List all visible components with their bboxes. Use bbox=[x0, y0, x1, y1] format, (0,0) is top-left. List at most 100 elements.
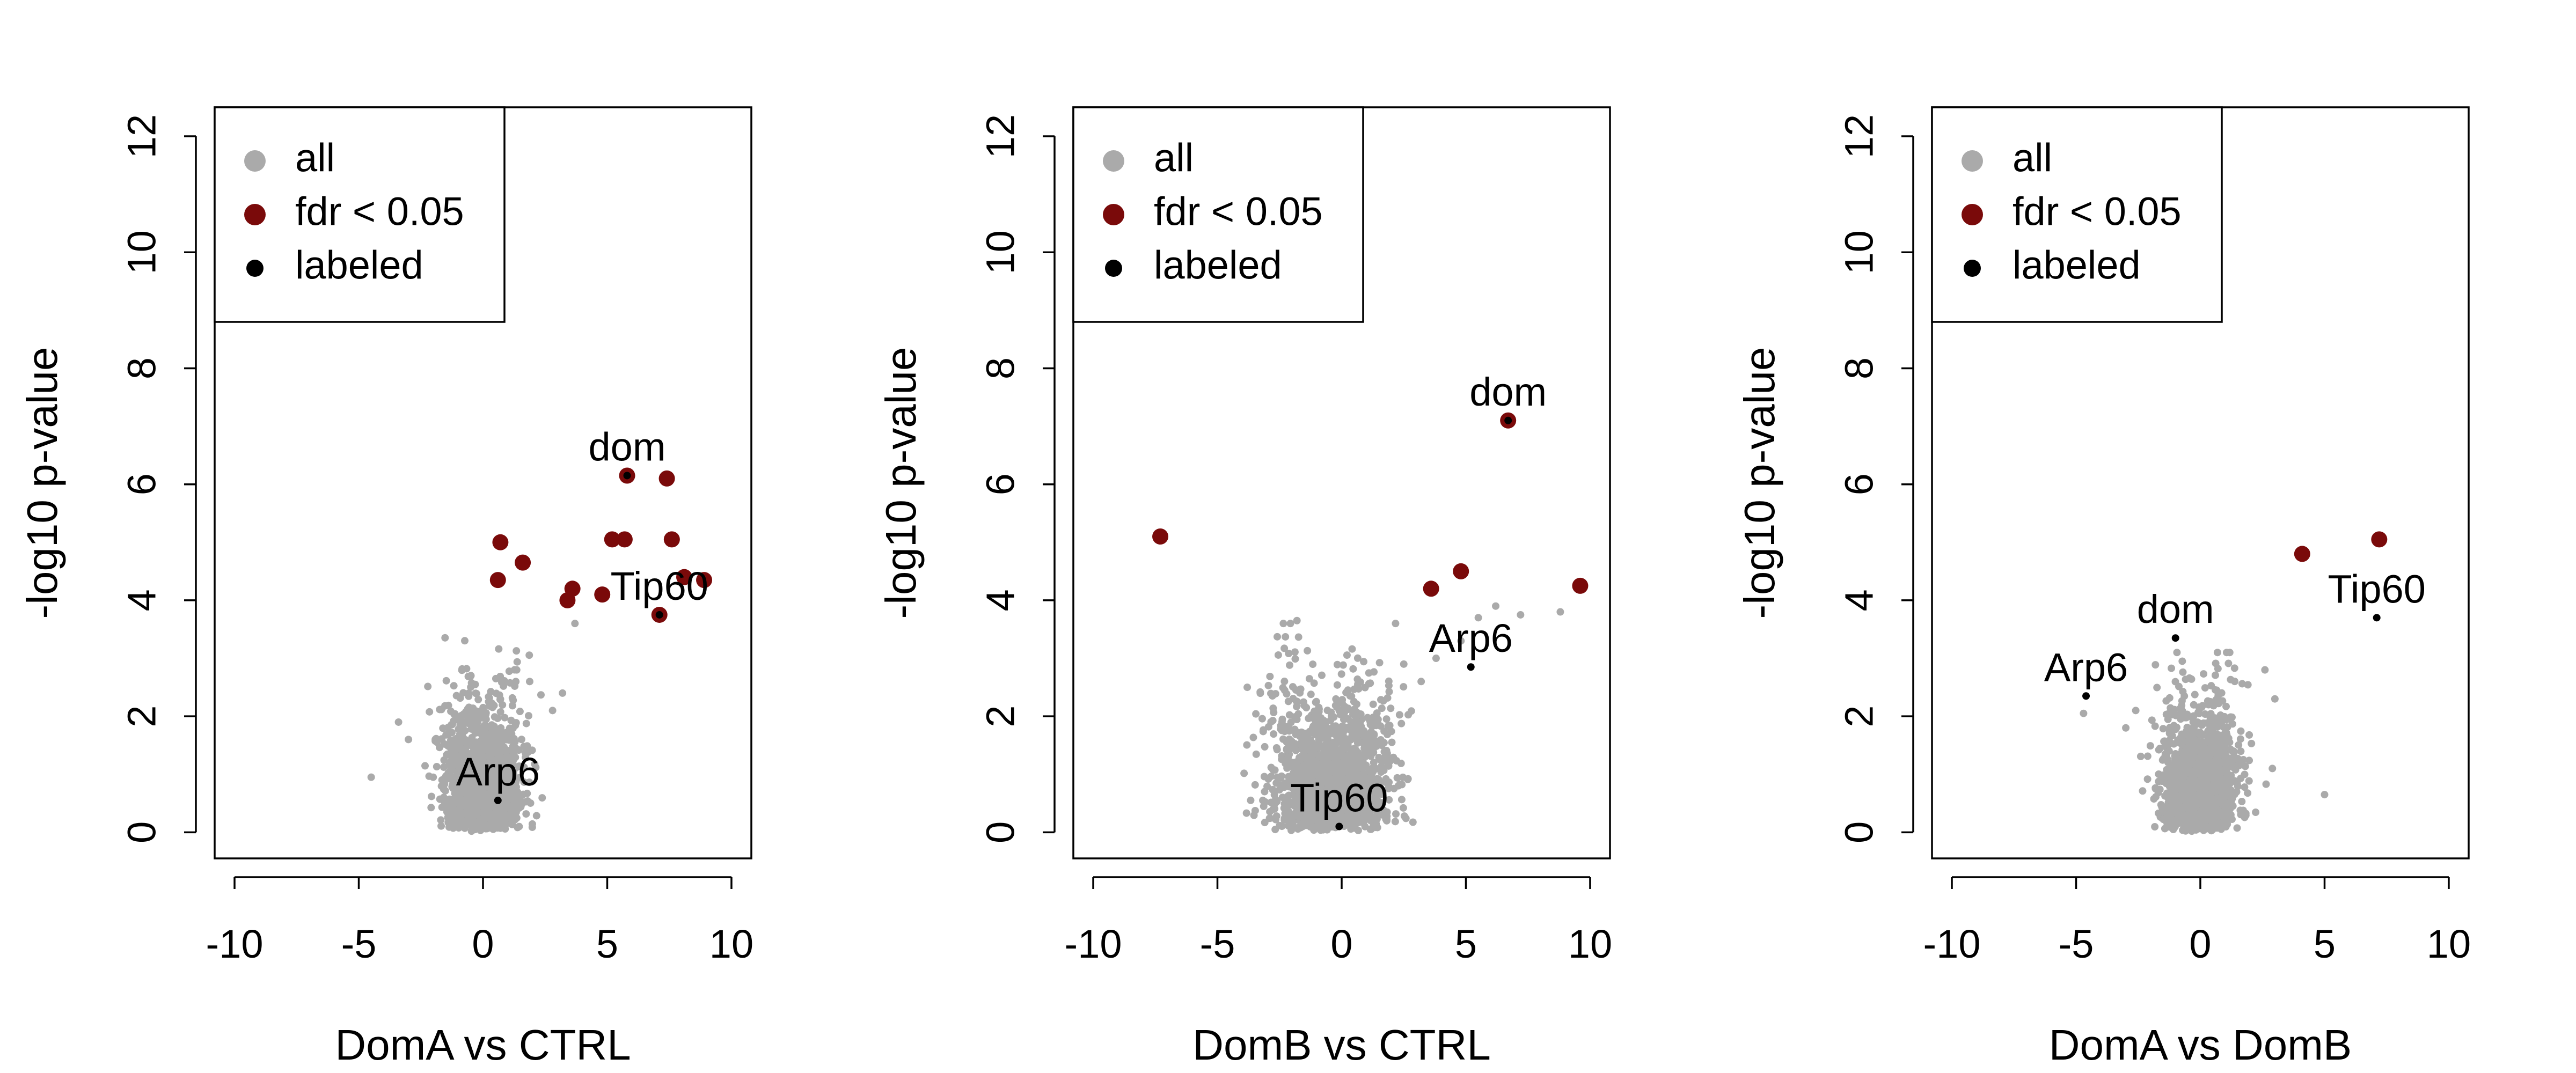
all-point bbox=[2153, 684, 2161, 692]
all-point bbox=[1271, 826, 1279, 834]
all-point bbox=[1349, 665, 1357, 673]
all-point bbox=[522, 719, 530, 727]
all-point bbox=[1310, 679, 1318, 687]
all-point bbox=[1307, 690, 1315, 699]
x-tick-label: 5 bbox=[596, 922, 618, 966]
all-point bbox=[1377, 768, 1385, 776]
all-point bbox=[2231, 678, 2239, 686]
all-point bbox=[511, 738, 519, 746]
all-point bbox=[525, 651, 533, 659]
all-point bbox=[508, 702, 516, 710]
all-point bbox=[2191, 690, 2199, 699]
all-point bbox=[487, 820, 495, 828]
all-point bbox=[1382, 715, 1391, 723]
all-point bbox=[501, 714, 509, 722]
legend-marker bbox=[1103, 150, 1124, 172]
all-point bbox=[1261, 743, 1269, 751]
all-point bbox=[2213, 649, 2221, 657]
all-point bbox=[2262, 780, 2270, 788]
all-point bbox=[455, 824, 463, 832]
all-point bbox=[571, 620, 579, 628]
x-tick-label: 0 bbox=[472, 922, 494, 966]
y-tick-label: 6 bbox=[120, 473, 164, 495]
all-point bbox=[458, 811, 466, 819]
legend-label: fdr < 0.05 bbox=[295, 189, 464, 234]
all-point bbox=[1397, 796, 1406, 804]
all-point bbox=[1317, 721, 1325, 729]
all-point bbox=[1344, 704, 1352, 712]
all-point bbox=[1391, 818, 1399, 826]
gene-label-dom: dom bbox=[589, 424, 666, 469]
all-point bbox=[1286, 822, 1294, 831]
x-tick-label: 5 bbox=[2314, 922, 2336, 966]
all-point bbox=[1324, 734, 1332, 743]
all-point bbox=[1293, 616, 1301, 624]
all-point bbox=[490, 731, 498, 739]
all-point bbox=[1274, 773, 1282, 781]
legend-marker bbox=[246, 260, 264, 277]
all-point bbox=[1240, 769, 1248, 777]
all-point bbox=[1292, 686, 1300, 694]
all-point bbox=[1349, 710, 1357, 718]
fdr-point bbox=[515, 554, 531, 571]
all-point bbox=[1369, 700, 1377, 708]
all-point bbox=[492, 689, 500, 697]
all-point bbox=[1392, 810, 1400, 818]
all-point bbox=[488, 699, 496, 707]
all-point bbox=[2173, 649, 2181, 657]
all-point bbox=[1404, 711, 1413, 719]
all-point bbox=[1343, 651, 1351, 659]
legend-label: all bbox=[295, 136, 335, 180]
all-point bbox=[1370, 668, 1378, 676]
y-tick-label: 6 bbox=[1837, 473, 1882, 495]
all-point bbox=[508, 694, 516, 702]
all-point bbox=[1278, 715, 1286, 723]
all-point bbox=[458, 666, 466, 674]
all-point bbox=[515, 804, 523, 812]
x-axis-title: DomA vs DomB bbox=[2049, 1021, 2352, 1069]
all-point bbox=[1517, 611, 1525, 619]
all-point bbox=[405, 736, 413, 744]
all-point bbox=[444, 731, 452, 739]
all-point bbox=[1400, 660, 1408, 668]
all-point bbox=[2211, 671, 2219, 679]
all-point bbox=[1263, 782, 1271, 790]
all-point bbox=[471, 741, 479, 749]
y-tick-label: 0 bbox=[978, 821, 1023, 843]
all-point bbox=[2241, 770, 2249, 778]
all-point bbox=[394, 718, 402, 726]
all-point bbox=[1305, 715, 1313, 723]
all-point bbox=[479, 820, 487, 828]
all-point bbox=[532, 812, 540, 820]
all-point bbox=[461, 637, 469, 645]
all-point bbox=[523, 742, 531, 750]
legend-marker bbox=[244, 150, 266, 172]
all-point bbox=[1361, 684, 1369, 692]
all-point bbox=[1286, 620, 1294, 628]
y-tick-label: 4 bbox=[120, 589, 164, 611]
all-point bbox=[522, 810, 530, 818]
all-point bbox=[1337, 670, 1345, 678]
all-point bbox=[525, 678, 533, 686]
all-point bbox=[1360, 658, 1368, 666]
y-tick-label: 8 bbox=[978, 357, 1023, 379]
all-point bbox=[429, 773, 437, 781]
all-point bbox=[1347, 766, 1355, 774]
all-point bbox=[1261, 819, 1269, 827]
gene-label-arp6: Arp6 bbox=[456, 749, 540, 794]
all-point bbox=[437, 822, 445, 830]
x-tick-label: -10 bbox=[1065, 922, 1122, 966]
y-tick-label: 2 bbox=[1837, 705, 1882, 727]
all-point bbox=[454, 716, 462, 724]
all-point bbox=[1266, 672, 1274, 680]
all-point bbox=[532, 763, 540, 771]
all-point bbox=[442, 677, 450, 685]
x-tick-label: 0 bbox=[1330, 922, 1352, 966]
all-point bbox=[1375, 659, 1384, 667]
all-point bbox=[1367, 766, 1375, 774]
all-point bbox=[513, 658, 521, 666]
all-point bbox=[467, 712, 475, 720]
all-point bbox=[1380, 739, 1388, 747]
fdr-point bbox=[1453, 563, 1469, 579]
